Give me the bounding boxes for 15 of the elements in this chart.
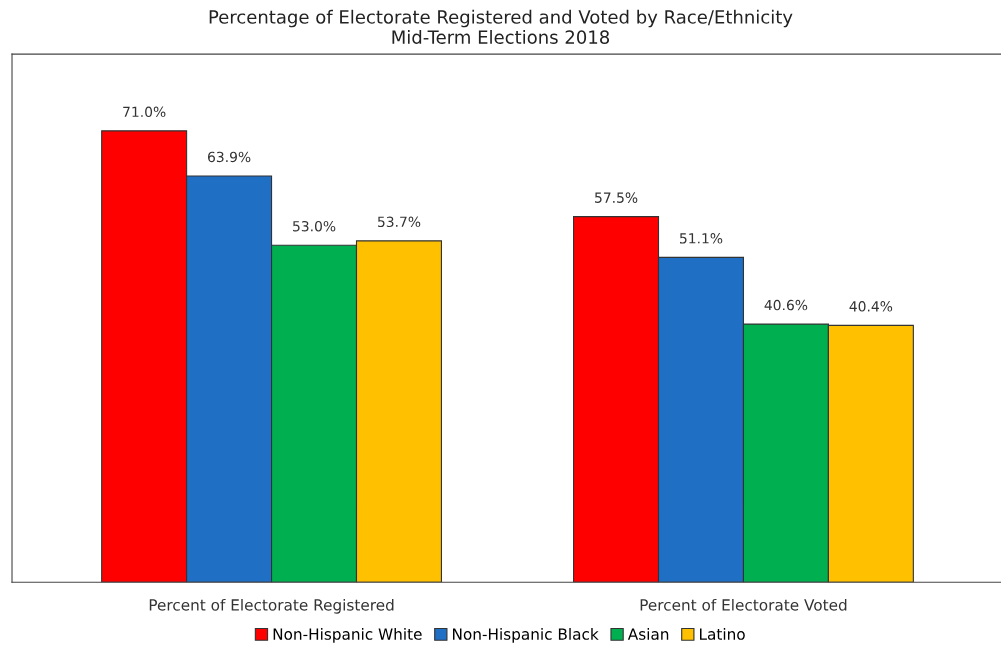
data-label: 53.7% <box>377 216 421 228</box>
data-label: 51.1% <box>680 233 723 244</box>
data-label: 63.9% <box>208 151 251 163</box>
data-label: 57.5% <box>595 192 638 203</box>
x-tick-label: Percent of Electorate Registered <box>149 598 394 614</box>
legend-label: Latino <box>700 628 745 640</box>
chart-title: Percentage of Electorate Registered and Voted by Race/Ethnicity Mid-Term Elections 2018 <box>209 9 793 44</box>
legend-label: Asian <box>627 628 669 640</box>
legend-label: Non-Hispanic White <box>273 628 422 643</box>
data-label: 71.0% <box>123 106 166 118</box>
x-tick-label: Percent of Electorate Voted <box>640 598 847 611</box>
data-label: 40.4% <box>849 301 893 312</box>
legend-label: Non-Hispanic Black <box>453 628 599 643</box>
data-label: 53.0% <box>293 220 336 232</box>
data-label: 40.6% <box>764 299 808 311</box>
